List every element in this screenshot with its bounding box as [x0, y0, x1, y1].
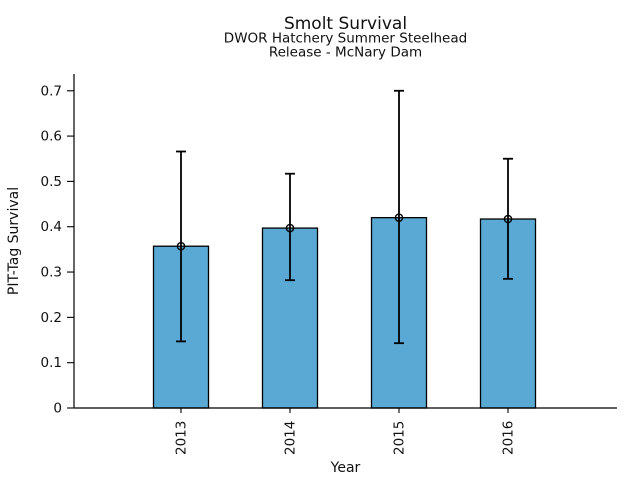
chart-title: Smolt Survival — [284, 14, 407, 34]
x-tick-label-2015: 2015 — [392, 421, 408, 455]
y-tick-label-0: 0 — [53, 401, 62, 417]
y-tick-label-0.3: 0.3 — [41, 265, 62, 281]
x-tick-label-2013: 2013 — [174, 421, 190, 455]
y-tick-label-0.4: 0.4 — [41, 219, 62, 235]
marker-2016 — [503, 214, 513, 224]
marker-2014 — [285, 223, 295, 233]
x-tick-label-2014: 2014 — [283, 421, 299, 455]
x-tick-label-2016: 2016 — [501, 421, 517, 455]
y-tick-label-0.5: 0.5 — [41, 174, 62, 190]
plot-area: 2013 2014 2015 2016 0 0.1 0.2 0.3 0.4 0.5 0.6 0.7 — [41, 74, 617, 455]
y-tick-label-0.7: 0.7 — [41, 83, 62, 99]
chart-subtitle-line1: DWOR Hatchery Summer Steelhead — [224, 31, 467, 47]
marker-2015 — [394, 213, 404, 222]
y-axis-label: PIT-Tag Survival — [6, 187, 22, 295]
marker-2013 — [176, 241, 186, 251]
y-tick-label-0.2: 0.2 — [41, 310, 62, 326]
x-axis-label: Year — [330, 460, 361, 476]
y-tick-label-0.6: 0.6 — [41, 129, 62, 145]
y-tick-label-0.1: 0.1 — [41, 355, 62, 371]
chart-subtitle-line2: Release - McNary Dam — [269, 45, 422, 61]
